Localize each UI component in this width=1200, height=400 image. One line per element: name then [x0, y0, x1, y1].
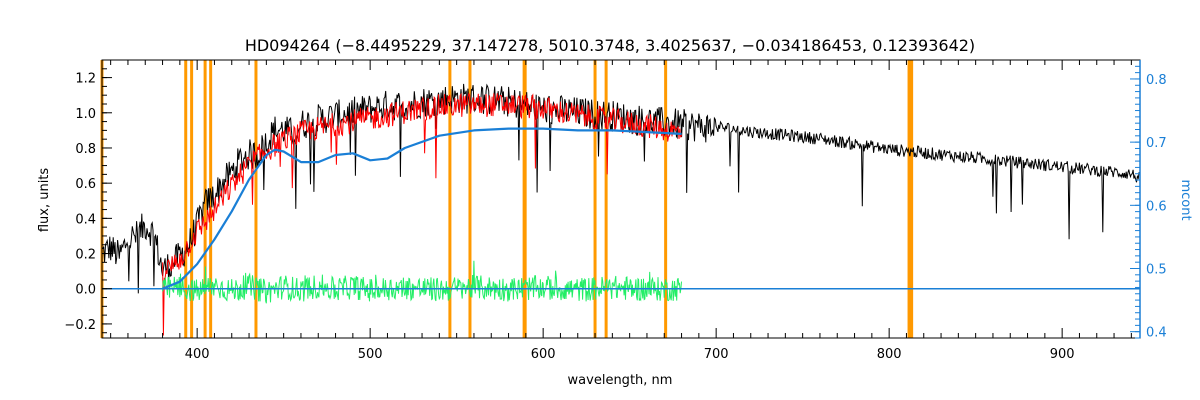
axes: 400 500 600 700 800 900 −0.2 0.0 0.2 0.4 0.6 0.8 1.0… — [64, 60, 1167, 362]
x-axis-title: wavelength, nm — [568, 373, 673, 388]
y2-tick-label-1: 0.5 — [1146, 263, 1167, 278]
x-tick-label-600: 600 — [531, 347, 556, 362]
y-axis-title: flux, units — [37, 168, 52, 233]
series-continuum — [162, 127, 682, 290]
mask-lines — [100, 60, 914, 338]
series-layer — [101, 83, 1141, 336]
y-tick-label-5: 0.8 — [75, 142, 96, 157]
chart-title: HD094264 (−8.4495229, 37.147278, 5010.37… — [245, 36, 975, 55]
x-tick-label-900: 900 — [1050, 347, 1075, 362]
y2-tick-label-0: 0.4 — [1146, 326, 1167, 341]
series-residuals — [162, 260, 682, 304]
y-tick-label-4: 0.6 — [75, 177, 96, 192]
y-tick-label-7: 1.2 — [75, 72, 96, 87]
y-tick-label-1: 0.0 — [75, 283, 96, 298]
x-tick-label-500: 500 — [358, 347, 383, 362]
y-tick-label-6: 1.0 — [75, 107, 96, 122]
series-model — [162, 92, 683, 336]
x-tick-label-400: 400 — [185, 347, 210, 362]
y2-axis-title: mcont — [1178, 179, 1193, 220]
y-tick-label-3: 0.4 — [75, 212, 96, 227]
y2-tick-label-2: 0.6 — [1146, 199, 1167, 214]
y2-tick-label-4: 0.8 — [1146, 73, 1167, 88]
series-observed — [101, 83, 1141, 294]
plot-frame — [101, 59, 1141, 339]
y-tick-label-2: 0.2 — [75, 248, 96, 263]
x-tick-label-800: 800 — [877, 347, 902, 362]
y2-tick-label-3: 0.7 — [1146, 136, 1167, 151]
x-tick-label-700: 700 — [704, 347, 729, 362]
y-tick-label-0: −0.2 — [64, 318, 96, 333]
